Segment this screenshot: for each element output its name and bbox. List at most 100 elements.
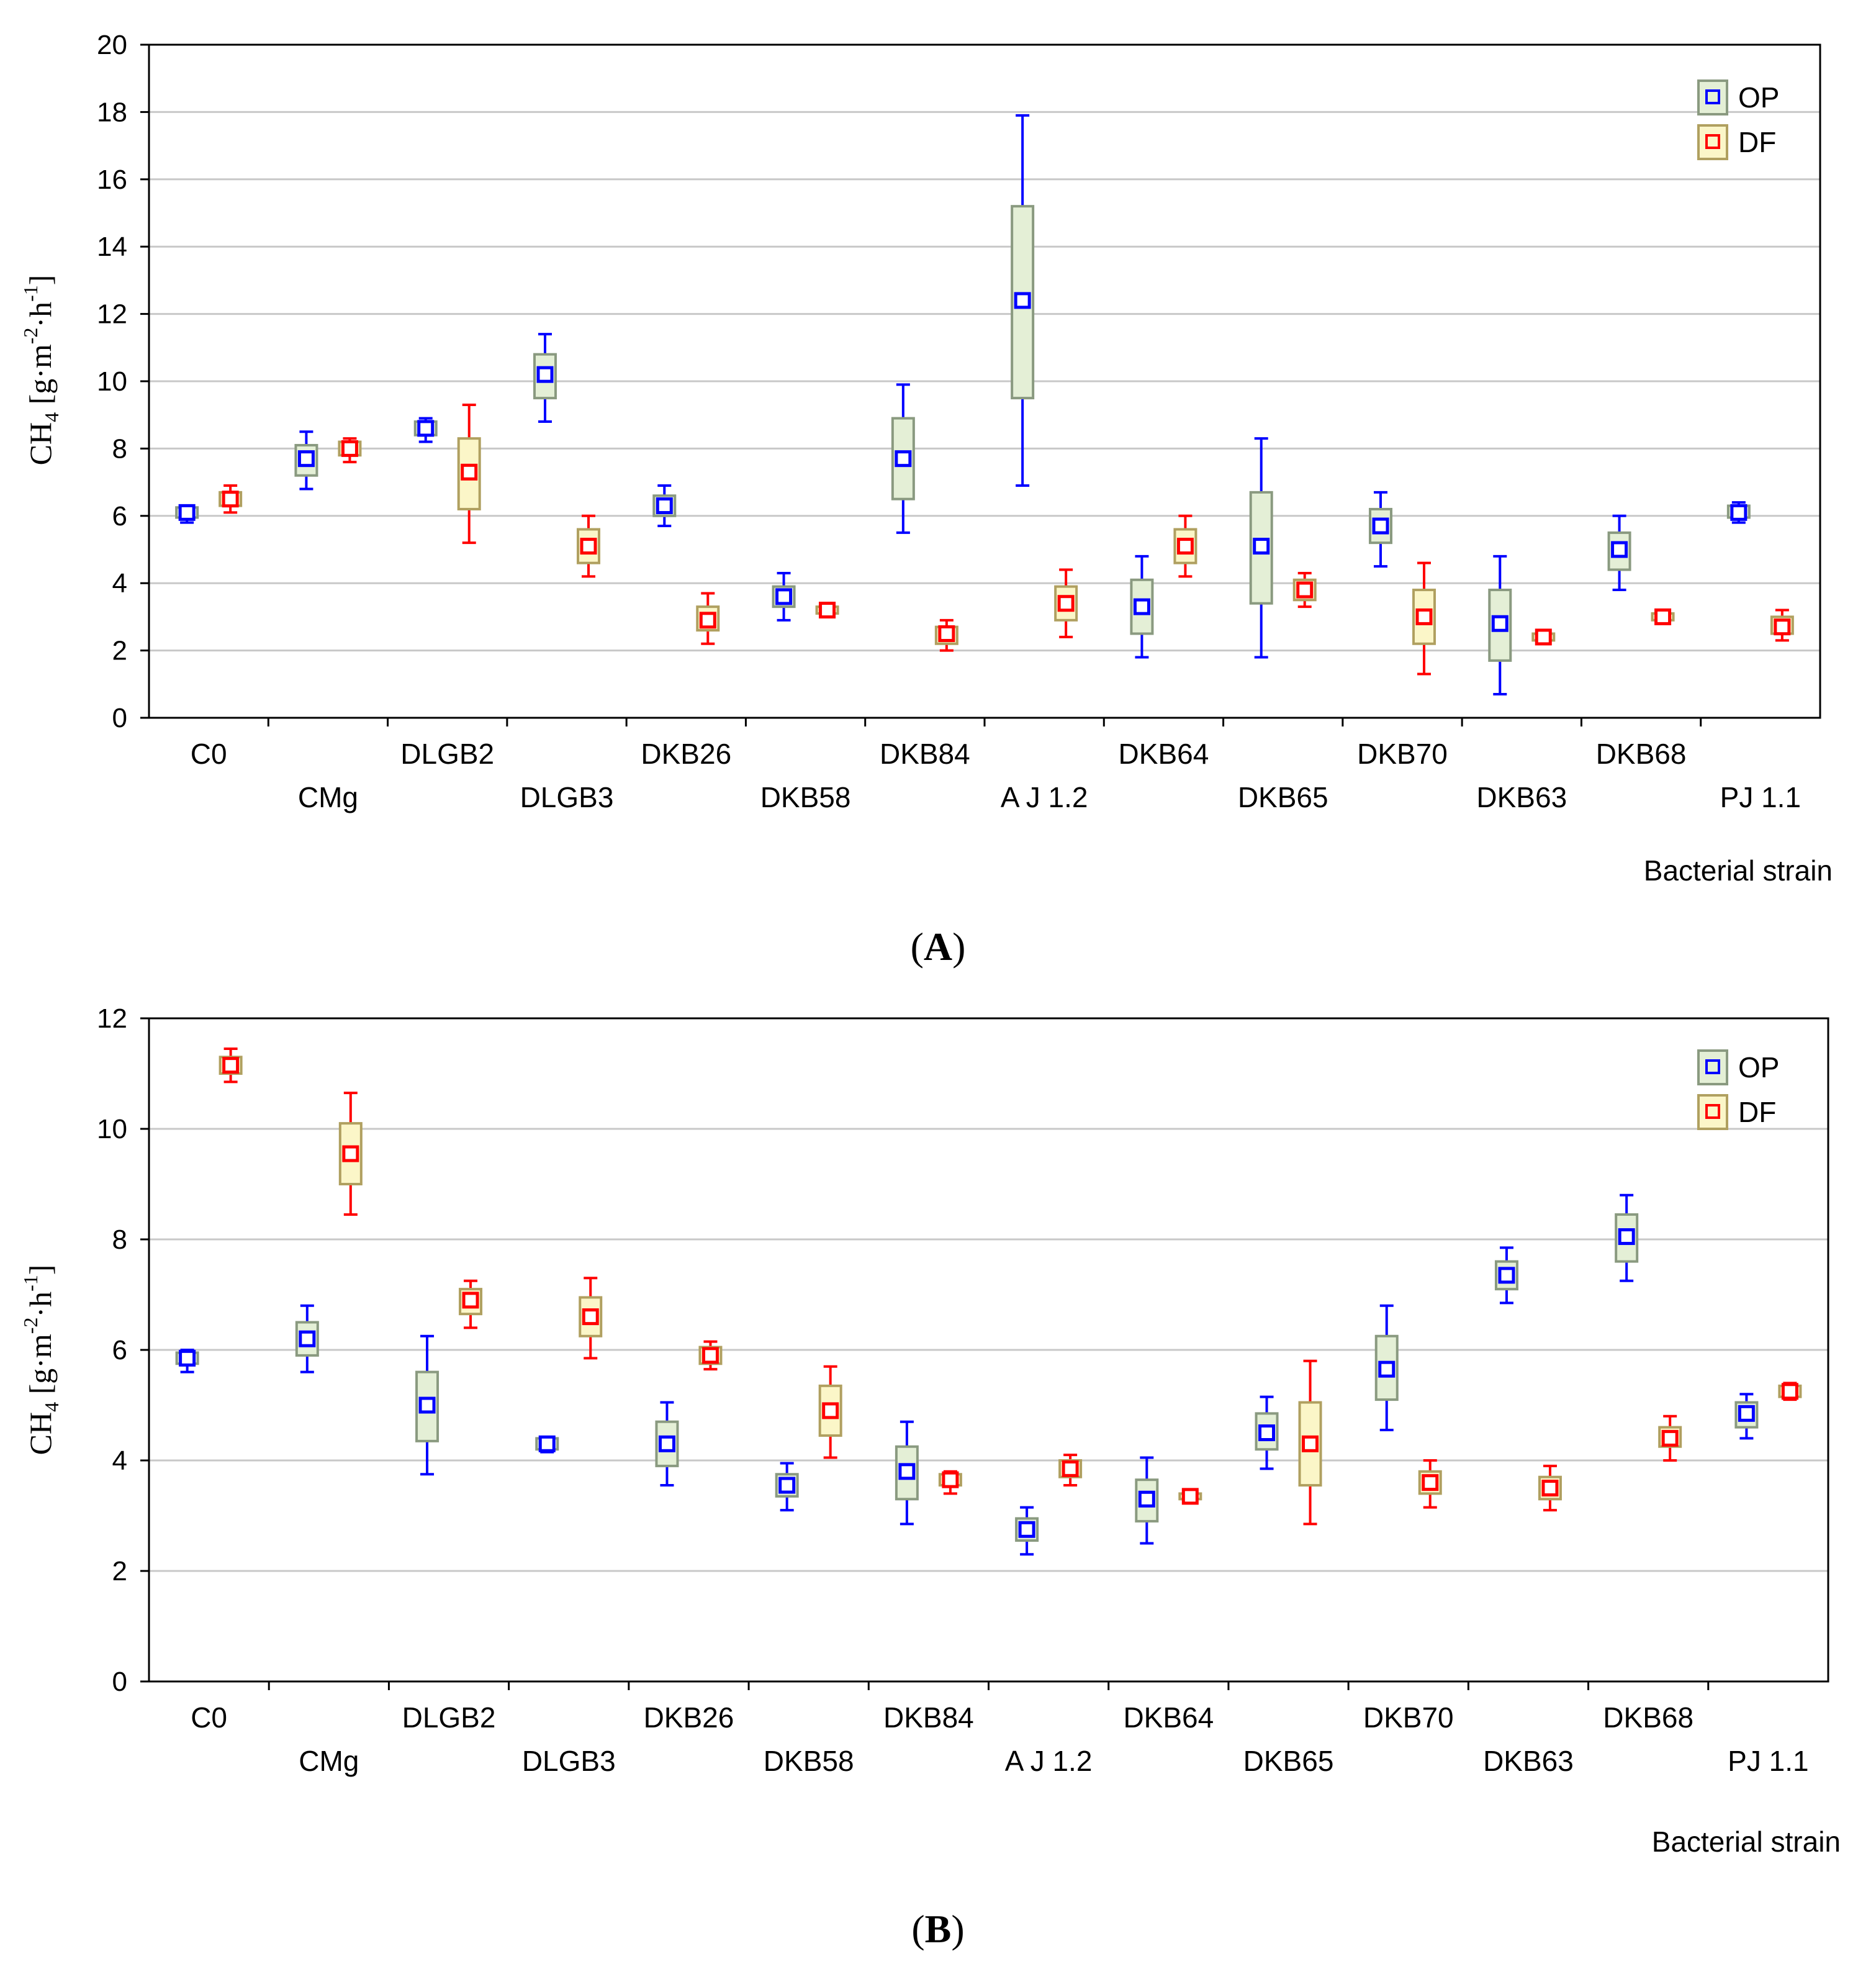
panel-a-df-box-7: [1054, 568, 1078, 638]
panel-a-boxes: [175, 114, 1794, 696]
panel-b-df-mean-marker: [822, 1402, 839, 1419]
panel-a-category-label: C0: [191, 738, 227, 770]
panel-b-df-box-3: [579, 1277, 603, 1360]
panel-b-category-label: CMg: [299, 1745, 359, 1777]
panel-a-legend-df-marker: [1705, 134, 1720, 149]
panel-b-op-box-5: [775, 1462, 799, 1512]
panel-a-y-tick-label: 6: [112, 501, 127, 532]
panel-a-df-box-8: [1173, 514, 1197, 578]
panel-b-op-box-4: [655, 1401, 679, 1487]
panel-a-df-mean-marker: [1774, 618, 1791, 636]
panel-a-legend: OP DF: [1697, 79, 1779, 160]
panel-b-op-mean-marker: [778, 1477, 796, 1494]
panel-b-category-label: DKB63: [1483, 1745, 1574, 1777]
panel-b-df-mean-marker: [1062, 1460, 1079, 1477]
panel-a-df-box-4: [696, 592, 720, 645]
panel-b-df-box-9: [1298, 1359, 1322, 1526]
panel-a-x-axis-label: Bacterial strain: [1644, 854, 1833, 887]
panel-b-df-mean-marker: [1302, 1435, 1319, 1452]
panel-a-op-box-3: [533, 333, 557, 423]
panel-b-df-box-8: [1178, 1488, 1202, 1505]
panel-b-legend: OP DF: [1697, 1049, 1779, 1130]
panel-b-df-box-10: [1418, 1459, 1442, 1509]
panel-b-op-box-12: [1615, 1193, 1639, 1282]
panel-a-op-box-10: [1369, 491, 1392, 568]
panel-a-category-label: DKB64: [1119, 738, 1209, 770]
panel-b-y-axis-label: CH4 [g·m-2·h-1]: [19, 1265, 63, 1455]
panel-b-df-mean-marker: [582, 1308, 599, 1326]
panel-a-df-mean-marker: [341, 440, 358, 457]
panel-b-df-box-0: [219, 1047, 243, 1084]
panel-b-gridlines: [149, 1128, 1828, 1572]
panel-b-op-mean-marker: [1498, 1267, 1515, 1284]
panel-b-op-mean-marker: [1618, 1228, 1635, 1246]
panel-b-op-box-0: [175, 1349, 199, 1373]
panel-a-y-axis-label: CH4 [g·m-2·h-1]: [19, 275, 63, 466]
panel-a-op-box-5: [772, 571, 796, 622]
panel-a-op-mean-marker: [417, 420, 435, 437]
panel-a-op-box-13: [1726, 501, 1751, 524]
panel-b-op-mean-marker: [1018, 1521, 1035, 1538]
panel-b-legend-df-label: DF: [1738, 1096, 1776, 1128]
panel-b-df-box-4: [698, 1340, 723, 1371]
panel-b-df-box-13: [1778, 1382, 1802, 1401]
panel-a-category-label: DLGB3: [520, 781, 614, 813]
panel-b-y-ticks: 0 2 4 6 8 10 12: [97, 1003, 149, 1697]
panel-b-y-tick-label: 8: [112, 1224, 127, 1255]
panel-a-y-tick-label: 10: [97, 366, 127, 397]
panel-a-op-box-0: [175, 504, 199, 524]
panel-a-op-mean-marker: [1491, 615, 1508, 632]
panel-a-y-tick-label: 4: [112, 568, 127, 599]
panel-a-df-box-9: [1292, 571, 1317, 609]
panel-b-op-box-9: [1255, 1395, 1279, 1470]
panel-a-y-tick-label: 8: [112, 433, 127, 464]
panel-a-category-label: DKB84: [880, 738, 970, 770]
panel-b-op-box-6: [895, 1420, 919, 1526]
panel-b-legend-op-marker: [1705, 1059, 1720, 1074]
panel-a-df-box-10: [1412, 561, 1436, 676]
panel-a-op-mean-marker: [1133, 598, 1150, 615]
panel-a-df-mean-marker: [461, 463, 478, 481]
panel-b-op-box-11: [1494, 1246, 1518, 1305]
panel-b-category-label: DKB68: [1603, 1701, 1693, 1734]
panel-a-chart: 0 2 4 6 8 10 12 14 16 18 20 C0 CMg DLGB2 DLGB3 DKB26 DK…: [19, 30, 1833, 969]
panel-a-df-box-3: [577, 514, 600, 578]
panel-b-category-label: DKB84: [883, 1701, 974, 1734]
panel-b-category-label: DKB26: [644, 1701, 734, 1734]
panel-b-op-mean-marker: [1138, 1490, 1155, 1508]
panel-a-df-mean-marker: [1535, 628, 1552, 646]
panel-a-op-box-4: [652, 484, 677, 528]
panel-a-df-box-13: [1770, 609, 1794, 642]
panel-b-op-box-7: [1015, 1506, 1039, 1556]
panel-b-op-box-8: [1135, 1456, 1159, 1545]
panel-b-df-box-2: [459, 1279, 483, 1329]
panel-a-df-mean-marker: [1296, 581, 1314, 599]
panel-a-df-box-11: [1531, 628, 1556, 646]
panel-b-df-box-11: [1538, 1464, 1562, 1512]
panel-b-legend-op-label: OP: [1738, 1051, 1779, 1084]
panel-a-df-mean-marker: [1654, 608, 1672, 625]
panel-b-x-axis-label: Bacterial strain: [1652, 1826, 1841, 1858]
panel-a-df-mean-marker: [699, 612, 716, 629]
panel-a-op-mean-marker: [1730, 504, 1747, 521]
panel-a-legend-df-swatch: [1697, 124, 1728, 160]
panel-b-op-mean-marker: [179, 1349, 196, 1367]
panel-b-df-box-12: [1658, 1414, 1682, 1462]
panel-a-df-mean-marker: [1057, 595, 1075, 612]
panel-a-op-box-9: [1249, 437, 1273, 659]
panel-a-legend-df-label: DF: [1738, 126, 1776, 158]
panel-a-category-label: A J 1.2: [1001, 781, 1088, 813]
panel-a-category-label: CMg: [298, 781, 358, 813]
panel-a-op-mean-marker: [1014, 292, 1031, 309]
panel-a-df-mean-marker: [222, 491, 239, 508]
panel-a-op-box-11: [1488, 554, 1512, 696]
panel-b-op-box-13: [1734, 1393, 1759, 1440]
panel-a-x-categories: C0 CMg DLGB2 DLGB3 DKB26 DKB58 DKB84 A J 1.2 DKB…: [191, 718, 1801, 813]
panel-a-op-mean-marker: [297, 450, 315, 468]
panel-b-op-mean-marker: [418, 1396, 436, 1414]
panel-b-legend-op-swatch: [1697, 1049, 1728, 1085]
panel-b-op-box-3: [535, 1435, 559, 1454]
panel-a-op-mean-marker: [895, 450, 912, 468]
panel-a-gridlines: [149, 111, 1820, 652]
